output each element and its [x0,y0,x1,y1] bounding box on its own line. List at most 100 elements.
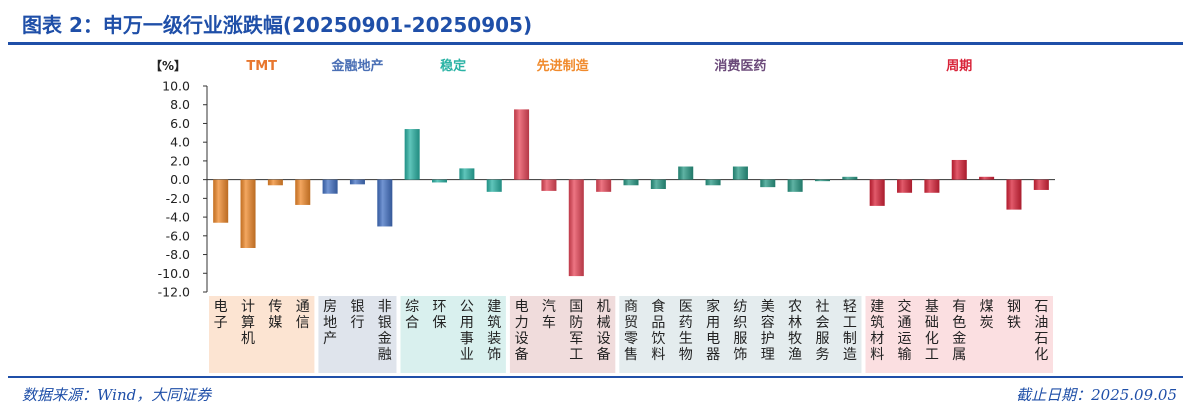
category-band [400,296,506,373]
category-label: 工 [843,315,857,331]
category-label: 饮 [651,331,665,347]
category-label: 设 [597,331,611,347]
y-tick-label: -10.0 [158,266,190,281]
category-label: 备 [597,346,611,363]
category-label: 理 [761,347,775,363]
category-label: 行 [350,315,364,331]
category-label: 国 [569,299,583,315]
category-band [509,296,616,373]
bar-shade [377,179,393,227]
category-label: 非 [378,299,392,315]
category-label: 机 [241,331,255,347]
bar-shade [787,179,803,192]
category-label: 础 [925,315,939,331]
bar-shade [267,179,283,186]
category-label: 料 [870,347,884,363]
category-label: 护 [761,331,775,347]
category-label: 务 [815,347,829,363]
category-label: 品 [651,315,665,331]
category-label: 饰 [733,347,747,363]
category-label: 料 [651,347,665,363]
category-label: 社 [815,299,829,315]
bar-shade [842,176,858,180]
category-label: 筑 [870,315,884,331]
category-label: 筑 [487,315,501,331]
y-tick-label: -12.0 [158,285,190,300]
category-label: 轻 [843,299,857,315]
group-label: 金融地产 [330,58,383,74]
bar-shade [240,179,256,248]
category-label: 药 [679,315,693,331]
category-band [318,296,397,373]
category-label: 媒 [268,315,282,331]
chart-title: 图表 2：申万一级行业涨跌幅(20250901-20250905) [22,13,533,37]
category-label: 车 [542,314,556,331]
category-label: 融 [378,347,392,363]
bar-shade [951,159,967,180]
category-label: 防 [569,315,583,331]
category-label: 通 [898,315,912,331]
category-label: 服 [815,331,829,347]
category-label: 建 [870,299,884,315]
category-label: 保 [433,315,447,331]
category-label: 食 [651,298,665,315]
y-tick-label: -2.0 [166,191,190,206]
category-label: 化 [925,331,939,347]
group-label: 消费医药 [714,58,766,74]
bar-shade [924,179,940,193]
category-label: 物 [679,347,693,363]
category-label: 传 [268,299,282,315]
category-label: 家 [706,298,720,315]
category-label: 建 [487,299,501,315]
category-label: 工 [569,347,583,363]
bar-shade [623,179,639,186]
category-label: 林 [788,315,802,331]
bar-shade [869,179,885,206]
category-label: 用 [706,315,720,331]
category-label: 油 [1034,315,1048,331]
category-band [619,296,862,373]
category-label: 色 [952,314,966,331]
group-label: TMT [246,59,277,74]
category-label: 电 [214,299,228,315]
category-band [209,296,315,373]
category-label: 通 [296,299,310,315]
y-tick-label: 4.0 [170,135,190,150]
bar-shade [295,179,311,205]
bar-shade [459,168,475,180]
category-label: 产 [323,331,337,347]
category-label: 事 [460,331,474,347]
category-label: 汽 [542,299,556,315]
category-label: 信 [296,315,310,331]
category-label: 房 [323,299,337,315]
category-label: 环 [433,299,447,315]
bar-shade [349,179,365,185]
y-tick-label: 0.0 [170,172,190,187]
bar-shade [432,179,448,183]
category-label: 公 [460,299,474,315]
category-label: 电 [706,331,720,347]
category-label: 商 [624,299,638,315]
y-tick-label: -6.0 [166,228,190,243]
category-label: 有 [952,299,966,315]
y-tick-label: 8.0 [170,97,190,112]
category-label: 运 [898,331,912,347]
category-label: 银 [378,315,392,331]
category-label: 器 [706,347,720,363]
group-label: 先进制造 [537,58,590,74]
category-label: 售 [624,347,638,363]
category-label: 农 [788,299,802,315]
bar-shade [1033,179,1049,190]
category-label: 石 [1034,331,1048,347]
category-label: 金 [378,331,392,347]
category-label: 基 [925,298,939,315]
bar-shade [1006,179,1022,210]
y-tick-label: -4.0 [166,210,190,225]
footer-rule [8,376,1183,378]
category-label: 纺 [733,299,747,315]
category-label: 业 [460,347,474,363]
category-label: 造 [843,347,857,363]
bar-shade [732,166,748,180]
category-label: 制 [843,331,857,347]
